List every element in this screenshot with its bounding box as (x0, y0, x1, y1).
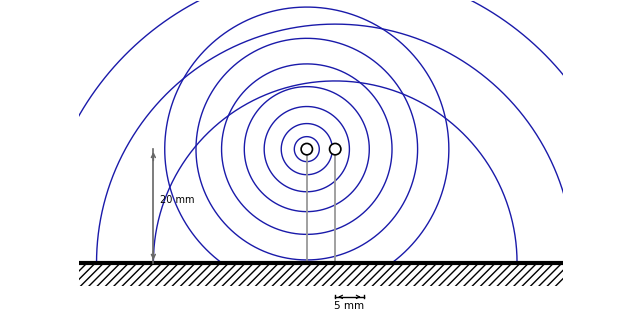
Bar (80, 263, 562, 285)
Text: 20 mm: 20 mm (160, 195, 195, 205)
Circle shape (301, 143, 313, 155)
Circle shape (329, 143, 341, 155)
Text: 5 mm: 5 mm (334, 301, 365, 311)
